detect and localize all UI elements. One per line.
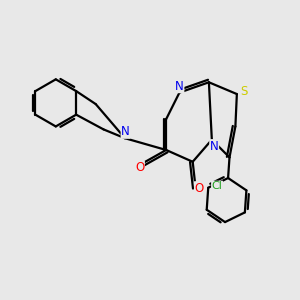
Text: N: N	[175, 80, 184, 93]
Text: Cl: Cl	[212, 181, 223, 191]
Text: S: S	[241, 85, 248, 98]
Text: N: N	[121, 125, 130, 138]
Text: O: O	[135, 161, 144, 174]
Text: O: O	[194, 182, 204, 195]
Text: N: N	[210, 140, 219, 153]
